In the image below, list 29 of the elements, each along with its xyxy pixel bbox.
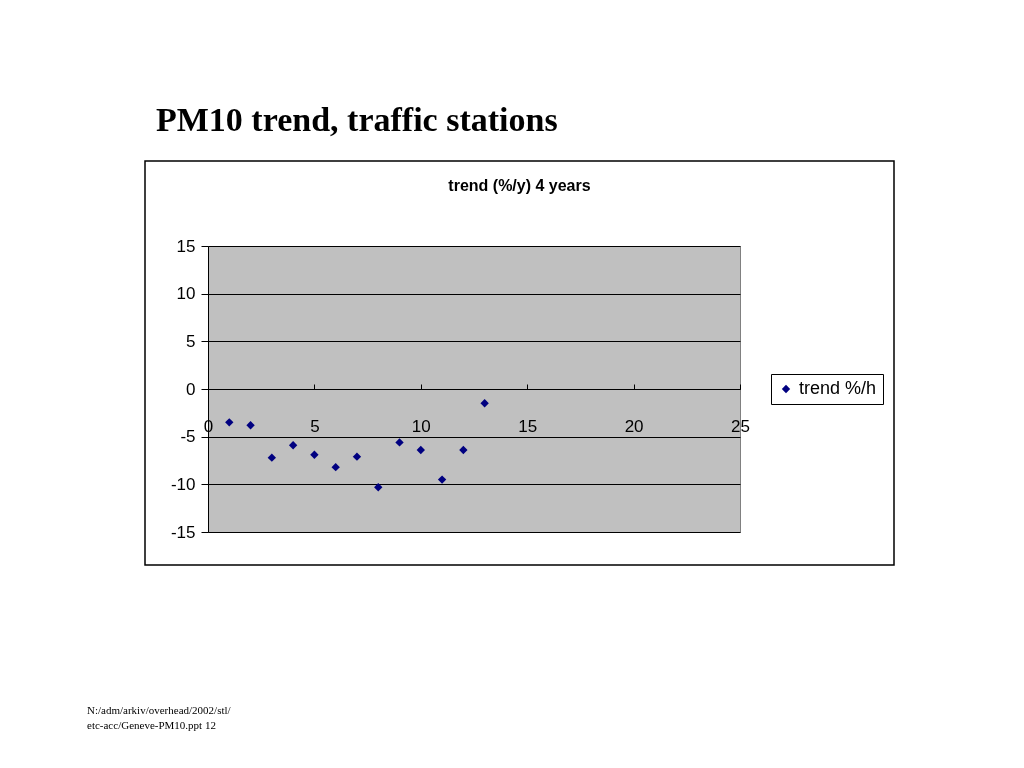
chart-title: PM10 trend, traffic stations <box>156 100 558 138</box>
chart-subtitle: trend (%/y) 4 years <box>448 177 591 195</box>
x-tick-label: 20 <box>624 416 644 436</box>
y-tick-label: -10 <box>170 474 196 494</box>
point <box>480 399 489 408</box>
x-tick-label: 5 <box>310 416 320 436</box>
point <box>416 445 425 455</box>
y-tick-label: -5 <box>180 427 196 447</box>
y-tick-label: -15 <box>170 522 196 542</box>
point <box>288 441 298 450</box>
x-tick-label: 25 <box>731 416 750 436</box>
x-tick-label: 10 <box>411 416 431 436</box>
point <box>395 438 404 447</box>
y-tick-label: 0 <box>186 379 196 399</box>
x-tick-label: 15 <box>518 416 538 436</box>
point <box>459 445 468 455</box>
point <box>374 483 383 492</box>
point <box>225 418 234 427</box>
y-tick-label: 15 <box>176 236 196 256</box>
y-tick-label: 10 <box>176 284 196 304</box>
point <box>246 421 255 430</box>
y-tick-label: 5 <box>186 331 196 351</box>
point <box>352 452 362 461</box>
legend-label: trend %/h <box>799 378 877 398</box>
point <box>331 462 340 472</box>
point <box>267 453 277 462</box>
text: N:/adm/arkiv/overhead/2002/stl/ etc-acc/Geneve-PM10.ppt 12 <box>87 704 232 731</box>
point <box>310 450 319 459</box>
point <box>437 475 447 484</box>
